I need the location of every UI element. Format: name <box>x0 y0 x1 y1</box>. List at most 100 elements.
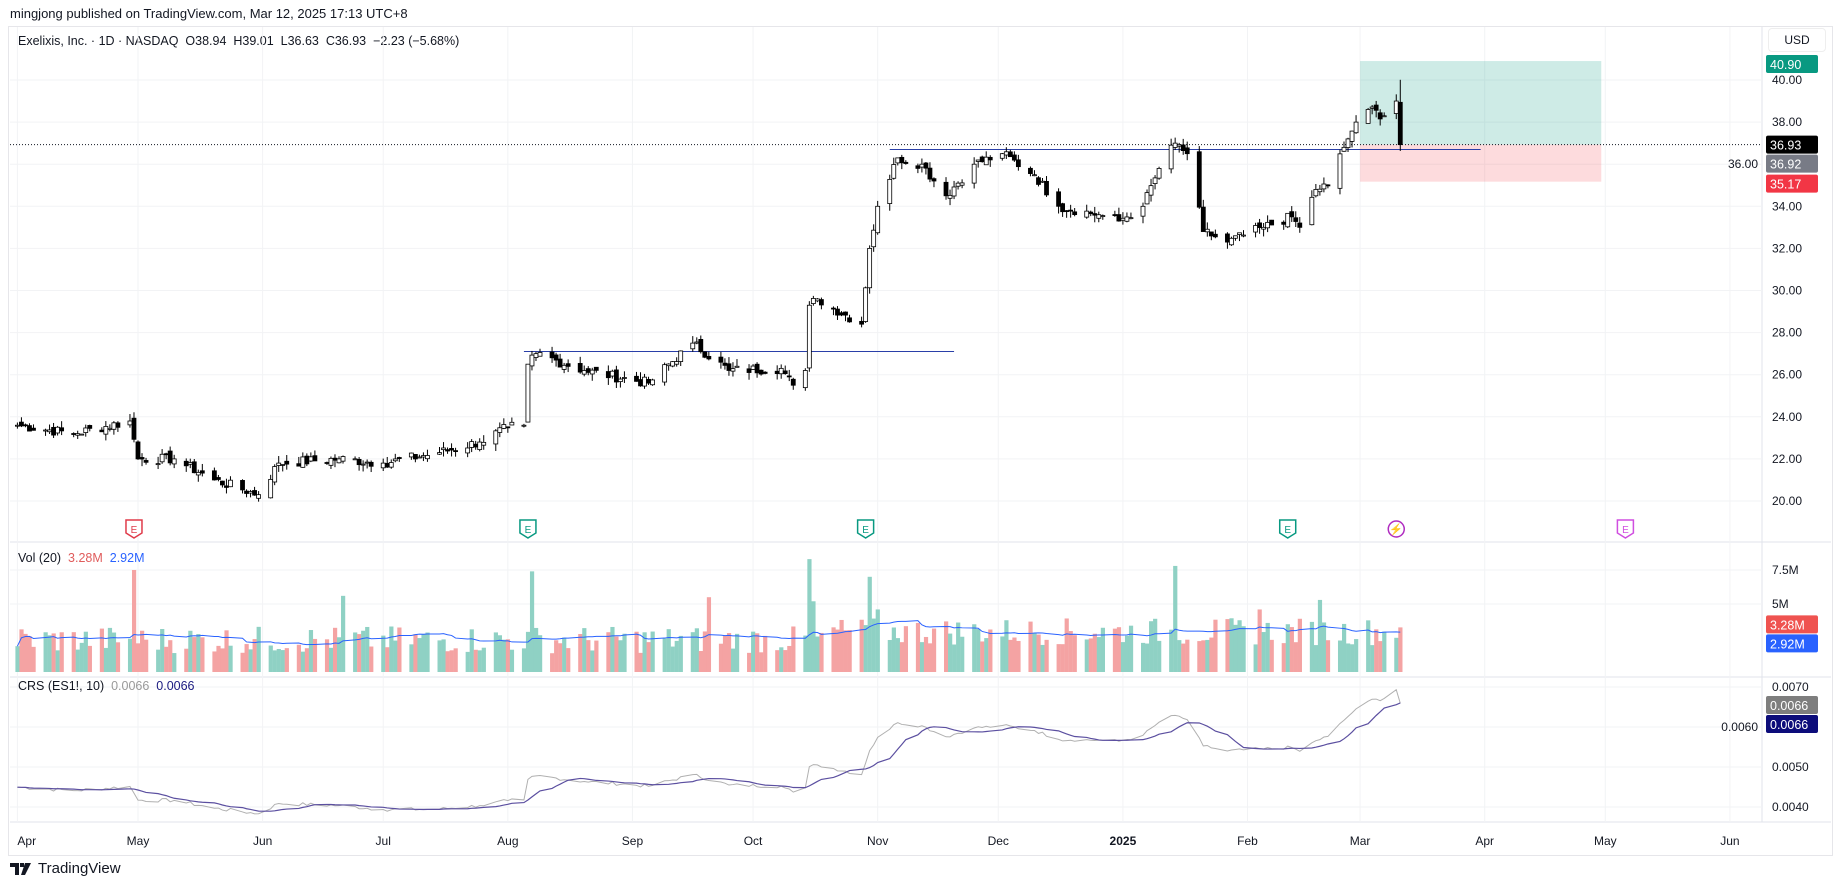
change-value: −2.23 (−5.68%) <box>373 34 460 48</box>
candle-body <box>1265 221 1271 229</box>
volume-bar <box>192 637 197 672</box>
candle-body <box>971 163 977 184</box>
volume-bar <box>497 635 502 672</box>
volume-bar <box>15 646 20 672</box>
volume-bar <box>763 635 768 672</box>
volume-bar <box>960 636 965 672</box>
earnings-icon <box>1278 519 1297 539</box>
volume-bar <box>674 640 679 672</box>
candle-body <box>1084 210 1090 218</box>
candle-body <box>509 421 515 426</box>
volume-bar <box>509 649 515 672</box>
candle-body <box>1289 211 1295 218</box>
volume-bar <box>1008 639 1013 672</box>
tradingview-logo[interactable]: TradingView <box>10 860 121 877</box>
volume-bar <box>304 648 310 672</box>
volume-bar <box>1112 628 1118 672</box>
candle-body <box>943 181 949 197</box>
volume-bar <box>1185 639 1190 672</box>
volume-bar <box>562 637 567 672</box>
volume-bar <box>413 634 418 672</box>
earnings-letter: E <box>525 525 532 536</box>
volume-bar <box>397 627 402 672</box>
candle-body <box>1152 177 1158 185</box>
candle-body <box>396 457 402 459</box>
volume-bar <box>726 633 732 672</box>
volume-bar <box>1374 629 1379 672</box>
volume-bar <box>1092 633 1097 672</box>
candle-body <box>863 287 869 322</box>
volume-bar <box>276 649 281 672</box>
volume-bar <box>1100 627 1105 672</box>
x-tick-label: Oct <box>744 834 763 848</box>
candle-body <box>577 363 583 373</box>
candle-body <box>453 450 458 453</box>
candle-body <box>425 455 430 460</box>
volume-bar <box>417 638 422 672</box>
candle-body <box>1128 217 1134 220</box>
volume-bar <box>759 652 764 672</box>
candle-body <box>1313 189 1319 197</box>
volume-bar <box>638 652 643 672</box>
candle-body <box>549 351 555 359</box>
volume-bar <box>353 632 358 672</box>
candle-body <box>1233 235 1238 239</box>
price-tick-label: 40.00 <box>1772 73 1802 87</box>
volume-bar <box>533 627 539 672</box>
volume-bar <box>1012 637 1017 672</box>
volume-bar <box>1350 644 1355 672</box>
earnings-letter: E <box>862 525 869 536</box>
volume-bar <box>1197 641 1202 672</box>
candle-body <box>609 370 615 377</box>
volume-bar <box>1321 622 1327 672</box>
symbol-name[interactable]: Exelixis, Inc. · 1D · NASDAQ <box>18 34 179 48</box>
volume-bar <box>107 627 113 672</box>
candle-body <box>1349 130 1355 142</box>
volume-bar <box>212 651 217 672</box>
candle-body <box>1060 203 1065 213</box>
volume-bar <box>550 653 555 672</box>
volume-bar <box>1068 631 1073 672</box>
candle-body <box>296 463 302 467</box>
candle-body <box>211 470 217 481</box>
candle-body <box>774 370 780 374</box>
candle-body <box>71 433 77 435</box>
candle-body <box>268 478 274 499</box>
candle-body <box>159 453 165 463</box>
candle-body <box>368 461 374 467</box>
candle-body <box>746 368 752 373</box>
price-tick-label: 26.00 <box>1772 368 1802 382</box>
currency-button[interactable]: USD <box>1768 28 1826 52</box>
volume-bar <box>698 651 703 672</box>
volume-bar <box>421 634 426 672</box>
volume-bar <box>1337 640 1343 672</box>
volume-bar <box>1261 632 1266 672</box>
candle-body <box>1381 115 1387 118</box>
candle-body <box>1345 138 1351 148</box>
volume-bar <box>1241 626 1246 672</box>
candle-body <box>135 441 141 460</box>
stop-zone <box>1360 144 1602 182</box>
candle-body <box>284 460 290 465</box>
candle-body <box>163 453 169 456</box>
volume-bar <box>1289 627 1294 672</box>
volume-bar <box>425 632 430 672</box>
volume-bar <box>79 642 84 672</box>
prev-close-label-bg <box>1766 154 1818 173</box>
candle-body <box>694 341 700 344</box>
volume-bar <box>702 631 708 672</box>
volume-bar <box>1040 644 1045 672</box>
price-tick-label: 36.00 <box>1728 157 1758 171</box>
candle-body <box>1377 112 1383 120</box>
candle-body <box>1096 214 1102 219</box>
volume-bar <box>481 647 486 672</box>
candle-body <box>1072 211 1078 216</box>
candle-body <box>131 417 137 440</box>
candle-body <box>593 366 599 371</box>
candle-body <box>1124 216 1130 222</box>
candle-body <box>384 462 390 468</box>
volume-bar <box>1177 640 1182 672</box>
candle-body <box>613 369 619 383</box>
candle-body <box>1393 100 1399 114</box>
